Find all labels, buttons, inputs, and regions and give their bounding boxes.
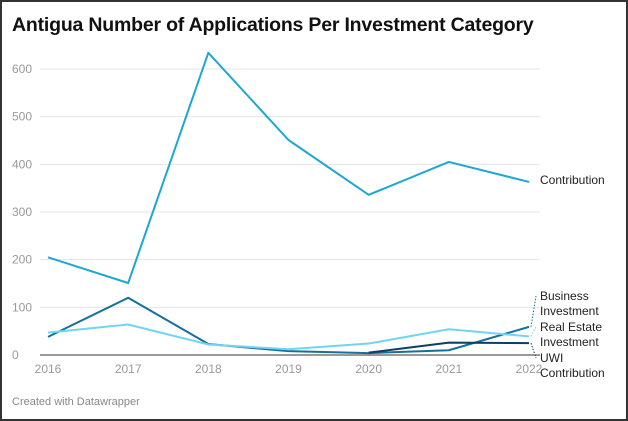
x-tick-label: 2019 — [275, 362, 302, 376]
y-tick-label: 200 — [12, 253, 32, 267]
series-line-real-estate-investment — [47, 323, 530, 351]
credit-text: Created with Datawrapper — [12, 396, 140, 408]
label-connector — [530, 342, 537, 359]
series-label: Business — [540, 289, 589, 303]
y-tick-label: 0 — [12, 348, 19, 362]
chart-title: Antigua Number of Applications Per Inves… — [12, 14, 534, 36]
x-tick-label: 2022 — [516, 362, 543, 376]
label-connector — [530, 295, 537, 327]
series-label: Investment — [540, 304, 599, 318]
series-label: Contribution — [540, 173, 605, 187]
x-tick-label: 2018 — [195, 362, 222, 376]
series-label: UWI — [540, 351, 563, 365]
y-tick-label: 100 — [12, 300, 32, 314]
x-tick-label: 2017 — [115, 362, 142, 376]
series-line-business-investment — [47, 296, 530, 355]
x-tick-label: 2021 — [435, 362, 462, 376]
series-line-uwi-contribution — [368, 341, 530, 354]
y-tick-label: 600 — [12, 62, 32, 76]
series-label: Real Estate — [540, 320, 602, 334]
series-label: Investment — [540, 335, 599, 349]
label-connector — [530, 326, 537, 337]
series-label: Contribution — [540, 366, 605, 380]
y-tick-label: 300 — [12, 205, 32, 219]
x-tick-label: 2016 — [35, 362, 62, 376]
series-line-contribution — [47, 51, 530, 285]
y-tick-label: 500 — [12, 110, 32, 124]
y-tick-label: 400 — [12, 157, 32, 171]
x-tick-label: 2020 — [355, 362, 382, 376]
